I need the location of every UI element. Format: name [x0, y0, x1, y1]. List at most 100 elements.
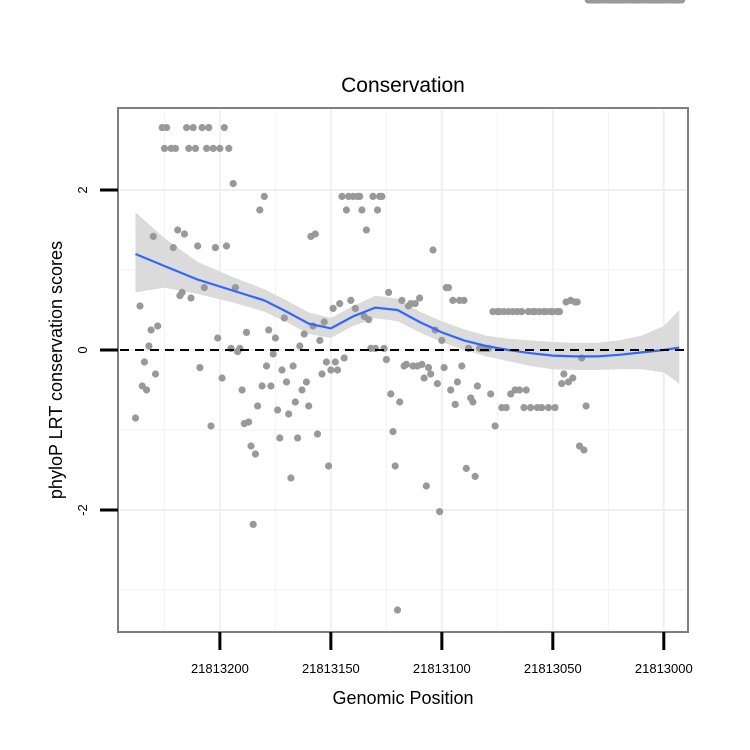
data-point	[327, 366, 335, 374]
data-point	[282, 378, 291, 386]
data-point	[136, 302, 144, 310]
data-point	[229, 180, 237, 188]
data-point	[520, 404, 528, 412]
data-point	[678, 0, 686, 4]
data-point	[247, 442, 255, 450]
x-axis-title: Genomic Position	[332, 688, 473, 708]
data-point	[369, 192, 377, 200]
data-point	[440, 364, 448, 372]
grid-lines	[120, 110, 686, 630]
data-point	[200, 284, 208, 292]
data-point	[285, 410, 293, 418]
data-point	[171, 144, 180, 152]
data-point	[187, 294, 195, 302]
x-tick-label: 21813150	[302, 661, 360, 676]
data-point	[249, 520, 257, 529]
data-point	[422, 482, 430, 490]
data-point	[411, 300, 419, 308]
data-point	[320, 318, 328, 326]
data-point	[447, 386, 455, 394]
data-point	[462, 464, 470, 472]
data-point	[194, 242, 202, 250]
data-point	[351, 304, 359, 312]
data-point	[436, 508, 444, 516]
data-point	[198, 124, 206, 132]
data-point	[225, 144, 233, 152]
data-point	[311, 230, 319, 238]
data-point	[322, 358, 330, 366]
data-point	[458, 362, 466, 370]
data-point	[340, 354, 348, 362]
data-point	[402, 360, 410, 368]
data-point	[373, 206, 382, 214]
data-point	[269, 350, 277, 358]
data-point	[291, 398, 299, 406]
data-point	[338, 192, 346, 200]
data-point	[333, 366, 342, 374]
y-tick-label: -2	[75, 504, 90, 516]
smooth-line	[135, 252, 680, 358]
data-point	[216, 144, 224, 152]
data-point	[296, 342, 304, 350]
data-point	[289, 362, 297, 370]
data-point	[329, 304, 337, 312]
data-point	[538, 404, 546, 412]
data-point	[305, 402, 313, 410]
data-point	[265, 326, 273, 334]
plot-panel	[117, 107, 689, 633]
data-point	[469, 398, 477, 406]
data-point	[238, 386, 246, 394]
data-point	[438, 336, 446, 344]
data-point	[336, 300, 344, 308]
confidence-band-area	[135, 212, 680, 384]
data-point	[398, 296, 406, 304]
data-point	[242, 328, 251, 336]
data-point	[160, 144, 168, 152]
data-point	[573, 298, 581, 306]
data-point	[391, 462, 399, 470]
data-point	[207, 422, 215, 430]
data-point	[491, 422, 499, 430]
data-point	[347, 296, 355, 304]
x-tick-label: 21813200	[191, 661, 249, 676]
x-tick-label: 21813050	[524, 661, 582, 676]
data-point	[393, 606, 402, 614]
data-point	[205, 124, 213, 132]
data-point	[515, 386, 524, 394]
data-point	[389, 428, 397, 436]
data-point	[267, 382, 275, 390]
data-point	[362, 226, 370, 234]
data-point	[396, 398, 404, 406]
data-point	[151, 370, 160, 378]
data-point	[424, 364, 433, 372]
data-point	[420, 374, 428, 382]
data-point	[518, 308, 526, 316]
data-point	[169, 244, 177, 252]
data-point	[218, 374, 226, 382]
data-point	[300, 330, 308, 338]
plot-border	[117, 107, 689, 633]
data-point	[382, 356, 390, 364]
data-point	[271, 334, 279, 342]
x-axis: 21813200 21813150 21813100 21813050 21813000	[191, 632, 693, 676]
data-point	[487, 390, 495, 398]
data-point	[154, 322, 162, 330]
data-point	[131, 414, 140, 422]
data-point	[276, 434, 284, 442]
data-point	[427, 370, 435, 378]
data-point	[365, 316, 373, 324]
data-point	[416, 294, 424, 302]
y-axis-title: phyloP LRT conservation scores	[46, 241, 66, 499]
data-point	[185, 144, 193, 152]
data-point	[569, 374, 577, 382]
data-point	[183, 124, 191, 132]
data-point	[143, 386, 151, 394]
confidence-band	[135, 212, 680, 384]
data-point	[318, 370, 326, 378]
data-point	[356, 192, 364, 200]
data-point	[558, 380, 566, 388]
y-tick-label: 0	[75, 346, 90, 353]
data-point	[231, 284, 239, 292]
data-point	[256, 206, 264, 214]
data-point	[473, 382, 481, 390]
